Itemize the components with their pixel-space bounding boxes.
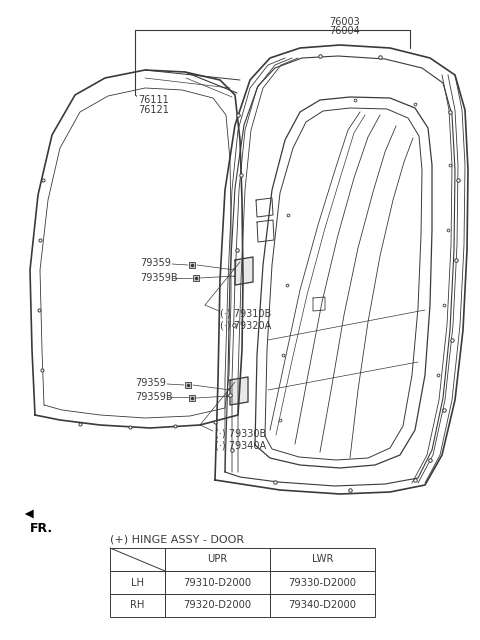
Bar (165, 571, 270, 594)
Text: FR.: FR. (30, 522, 53, 535)
Text: 76121: 76121 (138, 105, 169, 115)
Bar (270, 548, 375, 571)
Text: LWR: LWR (312, 554, 333, 564)
Text: 79340-D2000: 79340-D2000 (288, 600, 357, 611)
Text: 79359B: 79359B (140, 273, 178, 283)
Text: (+) HINGE ASSY - DOOR: (+) HINGE ASSY - DOOR (110, 534, 244, 544)
Polygon shape (235, 257, 253, 285)
Polygon shape (230, 377, 248, 405)
Bar (110, 548, 165, 571)
Text: (·) 79320A: (·) 79320A (220, 320, 271, 330)
Text: 79359: 79359 (140, 258, 171, 268)
Text: 79320-D2000: 79320-D2000 (183, 600, 252, 611)
Bar (110, 571, 165, 594)
Bar (270, 594, 375, 617)
Text: 76003: 76003 (330, 17, 360, 27)
Text: 79359: 79359 (135, 378, 166, 388)
Bar (110, 594, 165, 617)
Bar (165, 594, 270, 617)
Text: (·) 79330B: (·) 79330B (215, 428, 266, 438)
Bar (165, 548, 270, 571)
Text: 79359B: 79359B (135, 392, 173, 402)
Text: 79310-D2000: 79310-D2000 (183, 577, 252, 588)
Text: 76111: 76111 (138, 95, 169, 105)
Text: 76004: 76004 (330, 26, 360, 36)
Text: UPR: UPR (207, 554, 228, 564)
Text: RH: RH (130, 600, 144, 611)
Text: 79330-D2000: 79330-D2000 (288, 577, 357, 588)
Text: (·) 79340A: (·) 79340A (215, 440, 266, 450)
Text: LH: LH (131, 577, 144, 588)
Bar (270, 571, 375, 594)
Text: (·) 79310B: (·) 79310B (220, 308, 271, 318)
